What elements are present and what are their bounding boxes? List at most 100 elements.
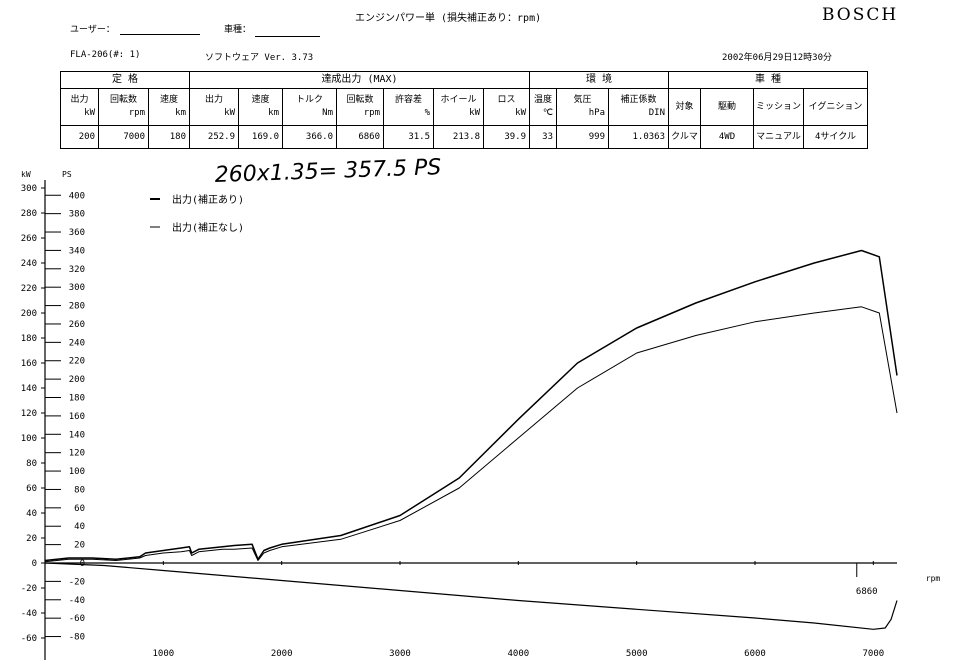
y-axis-label-ps: PS (62, 170, 72, 179)
y-tick-label-ps: 260 (69, 320, 85, 330)
y-tick-label-kw: 0 (32, 559, 37, 569)
y-tick-label-kw: -40 (21, 609, 37, 619)
column-name: 出力 (204, 95, 223, 105)
y-tick-label-ps: 80 (74, 485, 85, 495)
column-name: 出力 (70, 95, 89, 105)
y-tick-label-kw: 60 (26, 484, 37, 494)
spec-column-header: 補正係数 DIN (608, 88, 669, 126)
y-tick-label-kw: 240 (21, 259, 37, 269)
x-tick-label: 5000 (626, 649, 648, 659)
model-id: FLA-206(#: 1) (70, 50, 141, 60)
column-unit: ℃ (542, 108, 553, 118)
y-tick-label-ps: 240 (69, 338, 85, 348)
software-version: ソフトウェア Ver. 3.73 (205, 53, 314, 63)
spec-value-cell: 252.9 (189, 125, 239, 149)
spec-column-header: トルク Nm (282, 88, 337, 126)
y-tick-label-kw: 280 (21, 209, 37, 219)
y-tick-label-kw: 300 (21, 184, 37, 194)
column-name: 補正係数 (620, 95, 657, 105)
spec-value-cell: 4WD (700, 125, 754, 149)
column-unit: kW (84, 108, 95, 118)
x-tick-label: 3000 (389, 649, 411, 659)
column-name: トルク (295, 95, 323, 105)
spec-value-cell: 4サイクル (803, 125, 868, 149)
y-axis-label-kw: kW (21, 170, 31, 179)
spec-value-cell: 200 (60, 125, 99, 149)
spec-column-header: ホイール kW (433, 88, 484, 126)
y-tick-label-ps: 40 (74, 522, 85, 532)
y-tick-label-kw: 40 (26, 509, 37, 519)
y-tick-label-ps: 360 (69, 228, 85, 238)
column-name: 回転数 (109, 95, 137, 105)
column-name: 気圧 (573, 95, 592, 105)
y-tick-label-ps: 340 (69, 246, 85, 256)
y-tick-label-ps: 300 (69, 283, 85, 293)
column-unit: hPa (588, 108, 605, 118)
y-tick-label-kw: 220 (21, 284, 37, 294)
column-unit: kW (469, 108, 480, 118)
brand-logo: BOSCH (822, 5, 899, 25)
y-tick-label-kw: 80 (26, 459, 37, 469)
spec-value-cell: 6860 (336, 125, 384, 149)
x-tick-label: 2000 (271, 649, 293, 659)
x-tick-label: 7000 (862, 649, 884, 659)
column-name: 対象 (675, 101, 694, 112)
y-tick-label-ps: -80 (69, 633, 85, 643)
column-name: 駆動 (717, 101, 736, 112)
y-tick-label-kw: -60 (21, 634, 37, 644)
test-datetime: 2002年06月29日12時30分 (722, 53, 833, 63)
y-tick-label-ps: 60 (74, 504, 85, 514)
y-tick-label-ps: -60 (69, 614, 85, 624)
spec-value-cell: 1.0363 (608, 125, 669, 149)
column-unit: % (424, 108, 430, 118)
column-unit: DIN (648, 108, 665, 118)
y-tick-label-ps: 20 (74, 541, 85, 551)
column-unit: rpm (363, 108, 380, 118)
y-tick-label-ps: 160 (69, 412, 85, 422)
user-label: ユーザー： (70, 25, 115, 35)
spec-value-cell: 213.8 (433, 125, 484, 149)
y-tick-label-kw: 260 (21, 234, 37, 244)
report-title: エンジンパワー単 (損失補正あり：rpm) (355, 13, 542, 24)
y-tick-label-kw: -20 (21, 584, 37, 594)
column-unit: Nm (322, 108, 333, 118)
y-tick-label-kw: 180 (21, 334, 37, 344)
column-name: ロス (497, 95, 516, 105)
spec-value-cell: マニュアル (753, 125, 804, 149)
y-tick-label-ps: 400 (69, 191, 85, 201)
column-name: 速度 (159, 95, 178, 105)
x-tick-label: 6000 (744, 649, 766, 659)
y-tick-label-kw: 100 (21, 434, 37, 444)
column-unit: km (268, 108, 279, 118)
user-field-line (120, 34, 200, 35)
y-tick-label-ps: -40 (69, 596, 85, 606)
series-line-uncorrected (44, 306, 898, 563)
vehicle-field-line (255, 36, 320, 37)
x-tick-label: 1000 (152, 649, 174, 659)
spec-value-cell: クルマ (668, 125, 701, 149)
y-tick-label-ps: 200 (69, 375, 85, 385)
y-tick-label-kw: 160 (21, 359, 37, 369)
spec-value-cell: 366.0 (282, 125, 337, 149)
column-name: ミッション (755, 101, 801, 112)
spec-column-header: 回転数 rpm (336, 88, 384, 126)
y-tick-label-ps: 100 (69, 467, 85, 477)
spec-value-cell: 180 (148, 125, 190, 149)
column-name: 速度 (251, 95, 270, 105)
column-name: 許容差 (394, 95, 422, 105)
spec-column-header: 許容差% (383, 88, 434, 126)
max-rpm-marker-label: 6860 (856, 587, 878, 597)
spec-column-header: 速度 km (238, 88, 283, 126)
spec-value-cell: 169.0 (238, 125, 283, 149)
y-tick-label-kw: 120 (21, 409, 37, 419)
spec-value-cell: 7000 (98, 125, 149, 149)
y-tick-label-ps: -20 (69, 577, 85, 587)
column-name: ホイール (440, 95, 477, 105)
column-name: イグニション (808, 101, 863, 112)
column-unit: kW (224, 108, 235, 118)
column-name: 回転数 (346, 95, 374, 105)
series-line-corrected (44, 249, 898, 562)
y-tick-label-kw: 200 (21, 309, 37, 319)
spec-column-header: 気圧 hPa (556, 88, 609, 126)
